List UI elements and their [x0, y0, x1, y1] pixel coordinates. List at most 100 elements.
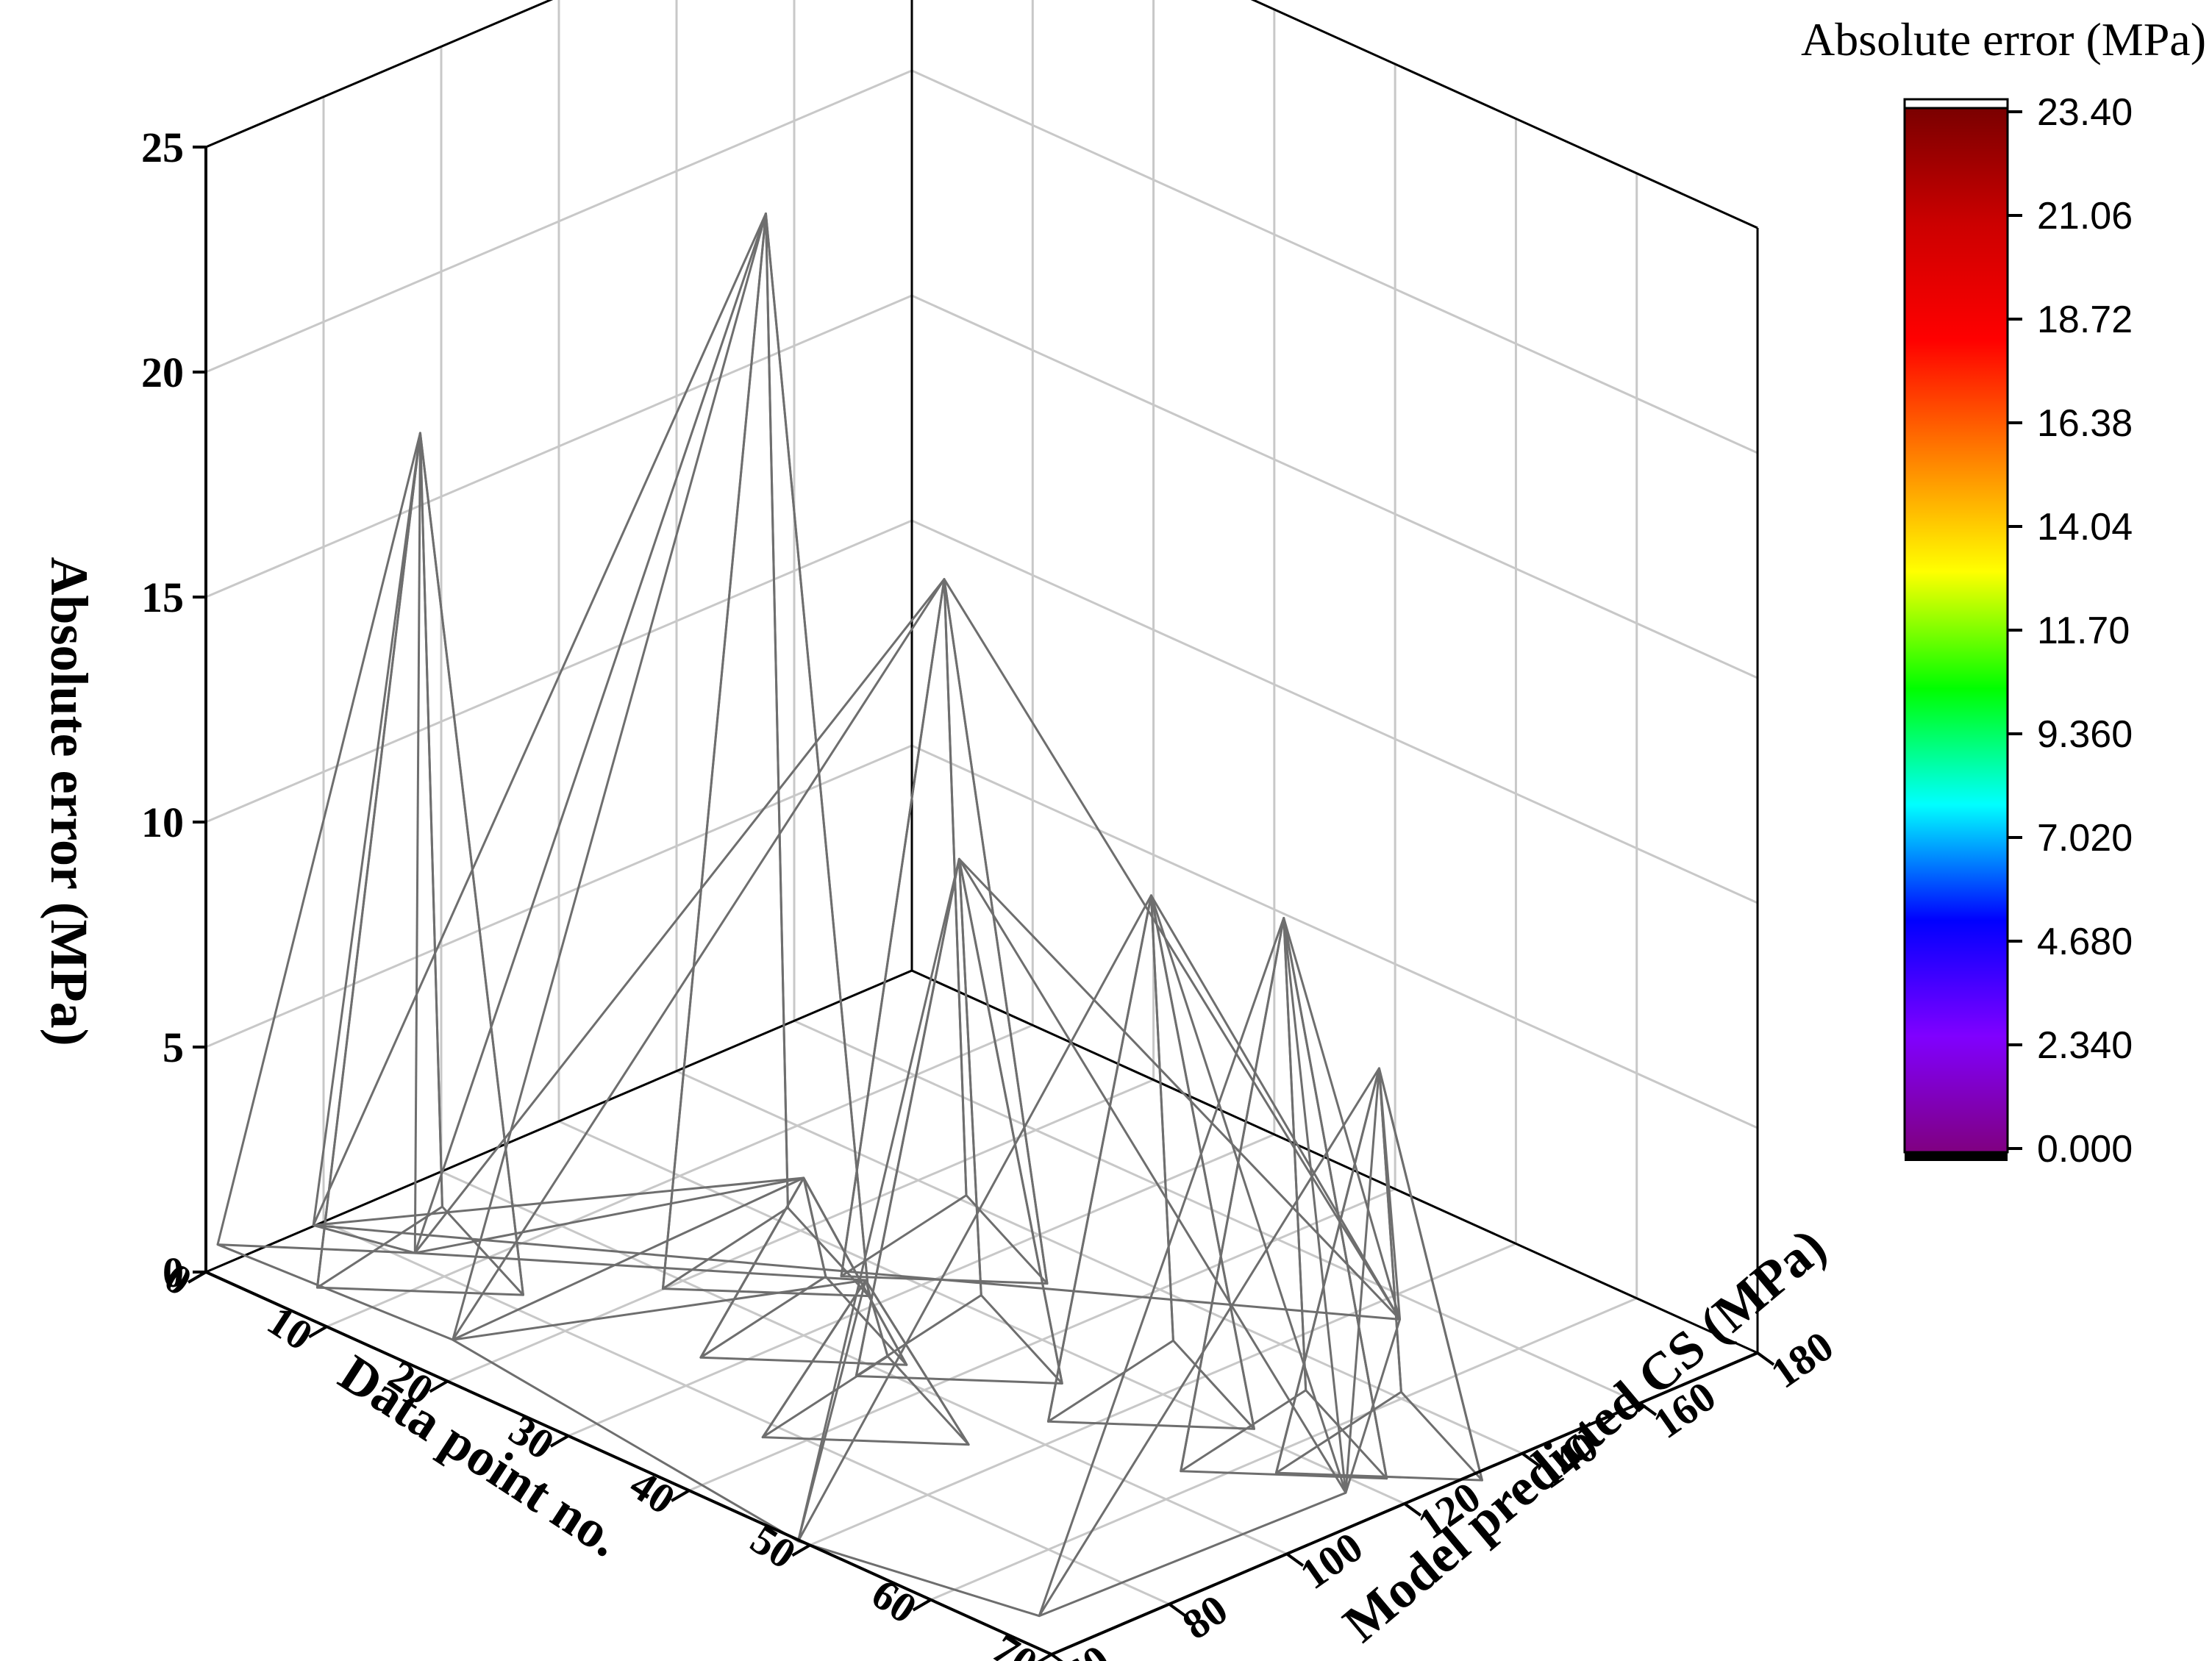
x-axis-line: [205, 1271, 1052, 1656]
x-axis-tick: [308, 1325, 328, 1339]
surface-edge: [797, 895, 1152, 1542]
y-axis-tick: [1168, 1603, 1187, 1618]
surface-edge: [796, 1279, 867, 1542]
grid-line: [1250, 0, 1758, 229]
surface-edge: [313, 1176, 804, 1226]
z-tick-label: 20: [141, 349, 184, 396]
surface-face: [1274, 1067, 1483, 1482]
y-axis-tick: [1638, 1401, 1658, 1416]
grid-line: [911, 744, 1758, 1129]
surface-face: [661, 212, 870, 1298]
x-axis-tick: [187, 1271, 207, 1284]
frame-edge: [1250, 0, 1758, 229]
colorbar-frame-top: [1903, 98, 2009, 110]
z-tick-label: 10: [141, 799, 184, 846]
grid-line: [911, 69, 1758, 454]
colorbar-labels: 23.40 21.06 18.72 16.38 14.04 11.70 9.360 7.020…: [2008, 91, 2133, 1171]
colorbar-label: 23.40: [2037, 91, 2133, 134]
surface-edge: [958, 858, 1347, 1493]
colorbar-label: 4.680: [2037, 921, 2133, 963]
x-tick-label: 60: [863, 1570, 925, 1633]
y-axis-tick: [1403, 1502, 1422, 1517]
axis-box: [205, 0, 1759, 1354]
colorbar-label: 0.000: [2037, 1128, 2133, 1171]
surface-edge: [452, 1279, 866, 1341]
surface-edge: [414, 578, 946, 1254]
x-axis-tick: [1037, 1653, 1053, 1661]
surface-face: [840, 578, 1049, 1285]
x-axis-tick: [549, 1435, 569, 1448]
surface-face: [1046, 894, 1255, 1430]
grid-line: [205, 519, 913, 824]
frame-edge: [911, 969, 1758, 1354]
surface-edge: [415, 1251, 866, 1282]
colorbar-label: 2.340: [2037, 1024, 2133, 1067]
colorbar-strip: [1903, 107, 2009, 1154]
surface-edge: [216, 432, 421, 1245]
y-tick-label: 180: [1762, 1322, 1842, 1398]
surface-edge: [958, 858, 1401, 1321]
z-tick-label: 25: [141, 124, 184, 171]
x-axis-tick: [912, 1598, 932, 1612]
colorbar: Absolute error (MPa) 23.40 21.06 18.72 16.3…: [1801, 13, 2206, 1171]
surface-edge: [943, 578, 1401, 1321]
surface-edge: [1150, 895, 1347, 1493]
x-axis-title: Data point no.: [329, 1343, 632, 1568]
surface-edge: [413, 213, 767, 1254]
x-axis-tick: [791, 1543, 811, 1557]
z-tick-label: 5: [163, 1024, 184, 1071]
y-axis-tick: [1050, 1653, 1063, 1661]
grid-line: [558, 1120, 1405, 1505]
frame-edge: [205, 969, 913, 1274]
colorbar-label: 18.72: [2037, 299, 2133, 341]
colorbar-label: 9.360: [2037, 713, 2133, 756]
surface-edge: [1038, 1068, 1380, 1617]
z-tick-label: 0: [163, 1249, 184, 1296]
surface-edge: [312, 212, 767, 1226]
grid-line: [205, 69, 913, 374]
surface-face: [315, 432, 524, 1296]
colorbar-frame-bottom: [1905, 1152, 2008, 1161]
x-axis-tick: [429, 1379, 449, 1393]
grid-line: [205, 744, 913, 1049]
surface-edge: [452, 1176, 804, 1341]
surface-edge: [452, 578, 946, 1340]
error-surface: [216, 212, 1483, 1618]
surface-edge: [413, 432, 421, 1254]
colorbar-label: 7.020: [2037, 817, 2133, 860]
surface-edge: [312, 432, 421, 1226]
grid-line: [205, 294, 913, 599]
y-axis-tick: [1285, 1552, 1305, 1567]
colorbar-title: Absolute error (MPa): [1801, 13, 2206, 65]
colorbar-label: 21.06: [2037, 195, 2133, 237]
surface-face: [1180, 917, 1388, 1480]
surface-edge: [1282, 918, 1347, 1493]
x-axis-tick: [671, 1489, 691, 1502]
surface-edge: [1038, 918, 1285, 1617]
surface-face: [699, 1176, 908, 1366]
y-axis-tick: [1521, 1452, 1540, 1467]
colorbar-label: 14.04: [2037, 506, 2133, 549]
y-tick-label: 80: [1174, 1585, 1236, 1649]
surface-edge: [1282, 918, 1402, 1320]
grid-line: [323, 1221, 1170, 1606]
grid-line: [911, 294, 1758, 679]
surface-face: [761, 1279, 970, 1446]
frame-edge: [205, 0, 554, 149]
grid-line: [793, 1019, 1641, 1404]
surface-edge: [415, 1176, 804, 1254]
surface-edge: [796, 858, 960, 1542]
x-tick-label: 10: [260, 1296, 321, 1360]
colorbar-label: 16.38: [2037, 402, 2133, 445]
surface-edge: [452, 213, 767, 1340]
surface-edge: [1150, 895, 1401, 1321]
surface-face: [855, 857, 1063, 1385]
surface-edge: [1377, 1068, 1402, 1320]
z-tick-label: 15: [141, 574, 184, 621]
x-tick-label: 50: [743, 1515, 804, 1578]
colorbar-label: 11.70: [2037, 610, 2130, 652]
grid-line: [676, 1070, 1523, 1455]
z-axis-title: Absolute error (MPa): [40, 557, 99, 1046]
y-axis-tick: [1756, 1351, 1775, 1366]
